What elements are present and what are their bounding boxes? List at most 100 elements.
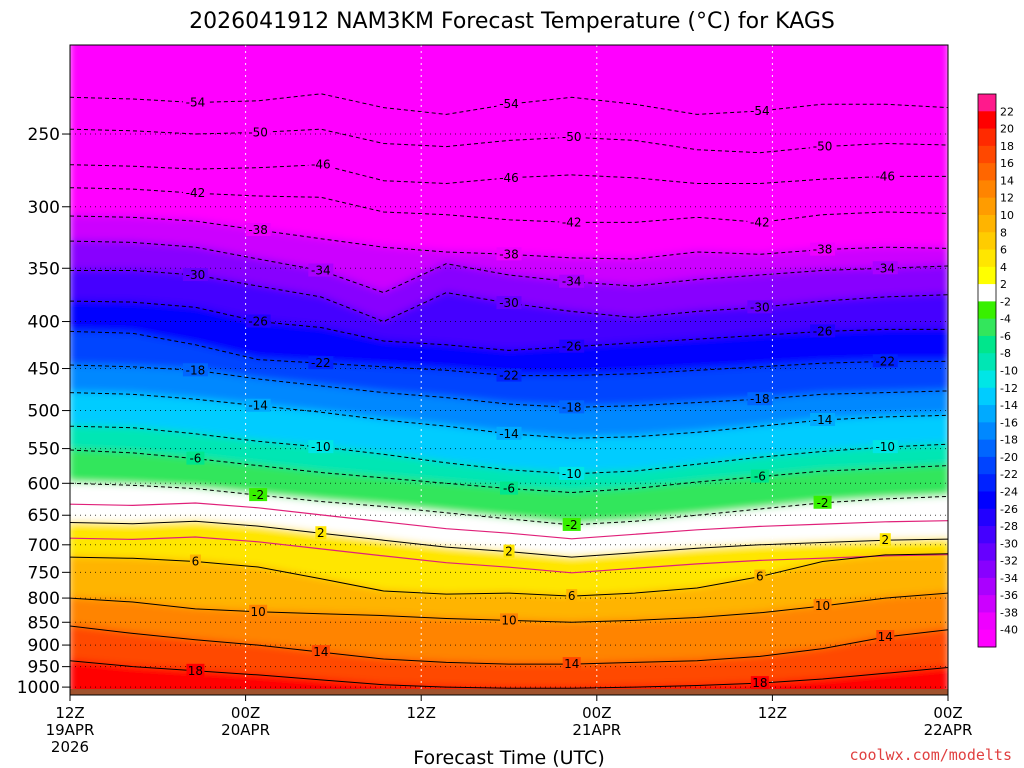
isotherm-label: -18 [562, 400, 582, 414]
isotherm-label-bg [308, 263, 334, 277]
colorbar-tick-label: 4 [1000, 261, 1007, 274]
isotherm-label-bg [182, 186, 208, 200]
isotherm-label-bg [559, 400, 585, 414]
pressure-tick-label: 550 [28, 440, 60, 460]
isotherm-line [70, 625, 948, 665]
isotherm-label: 6 [756, 570, 764, 584]
colorbar-swatch [978, 595, 996, 613]
colorbar-swatch [978, 439, 996, 458]
isotherm-label-bg [559, 215, 585, 229]
pressure-axis: 250 300 350 400 450 500 550 600 650 700 750 800 850 9… [17, 125, 70, 698]
time-tick-label: 21APR [572, 721, 621, 739]
isotherm-label: -38 [248, 223, 268, 237]
pressure-tick-label: 850 [28, 613, 60, 633]
colorbar-tick-label: 18 [1000, 140, 1014, 153]
isotherm-label-bg [747, 215, 773, 229]
pressure-tick-label: 500 [28, 402, 60, 422]
isotherm-label-bg [249, 604, 268, 618]
isotherm-label-bg [872, 354, 898, 368]
isotherm-label: -14 [248, 399, 268, 413]
isotherm-label: 14 [564, 657, 579, 671]
isotherm-label-bg [245, 125, 271, 139]
colorbar-tick-label: -10 [1000, 365, 1018, 378]
colorbar-swatch [978, 318, 996, 337]
colorbar-tick-label: -28 [1000, 520, 1018, 533]
isotherm-labels: -54 -54 -54 -50 -50 -50 -46 -46 -46 -42 -42 -42 -38 -… [182, 95, 898, 690]
colorbar-swatch [978, 163, 996, 181]
isotherm-label: -42 [750, 215, 770, 229]
isotherm-label-bg [559, 130, 585, 144]
isotherm-label: -46 [499, 171, 519, 185]
isotherm-label-bg [500, 613, 518, 627]
pressure-tick-label: 650 [28, 506, 60, 526]
isotherm-label-bg [496, 170, 522, 184]
isotherm-label: 14 [313, 645, 328, 659]
pressure-tick-label: 750 [28, 563, 60, 583]
isotherm-label: 10 [815, 599, 830, 613]
isotherm-line [70, 128, 948, 154]
isotherm-label: -30 [186, 268, 206, 282]
colorbar-tick-label: 8 [1000, 226, 1007, 239]
isotherm-label-bg [810, 139, 836, 153]
colorbar-swatch [978, 629, 996, 648]
colorbar-swatch [978, 474, 996, 492]
isotherm-label-bg [810, 324, 836, 338]
isotherm-label: -50 [248, 125, 268, 139]
isotherm-label-bg [810, 242, 836, 256]
isotherm-label: 2 [505, 545, 513, 559]
colorbar-swatch [978, 301, 996, 320]
isotherm-label: -14 [813, 413, 833, 427]
isotherm-label-bg [182, 268, 208, 282]
isotherm-label: 2 [317, 526, 325, 540]
colorbar-tick-label: 2 [1000, 278, 1007, 291]
isotherm-label-bg [562, 657, 581, 671]
time-tick-label: 12Z [407, 704, 436, 722]
isotherm-label: -26 [562, 340, 582, 354]
isotherm-label: -54 [750, 104, 770, 118]
isotherm-label: -42 [186, 186, 206, 200]
colorbar-legend: 22 20 18 16 14 12 10 8 6 4 2 -2 -4 -6 -8 -10 -12 -14 -16 -1… [977, 93, 1018, 648]
isotherm-label: -54 [499, 97, 519, 111]
isotherm-label-bg [813, 495, 832, 509]
colorbar-swatch [978, 145, 996, 164]
isotherm-label-bg [810, 413, 836, 427]
isotherm-label: 14 [878, 630, 893, 644]
colorbar-swatch [978, 543, 996, 562]
isotherm-label-bg [750, 676, 769, 690]
isotherm-label-bg [562, 517, 581, 531]
isotherm-label-bg [315, 526, 327, 540]
isotherm-label-bg [566, 589, 578, 603]
pressure-tick-label: 600 [28, 474, 60, 494]
isotherm-label: 2 [881, 533, 889, 547]
colorbar-swatch [978, 232, 996, 251]
isotherm-label-bg [876, 630, 895, 644]
isotherm-label-bg [245, 314, 271, 328]
isotherm-line [70, 187, 948, 223]
isotherm-label-bg [559, 274, 585, 288]
isotherm-label-bg [496, 426, 522, 440]
colorbar-swatch [978, 353, 996, 371]
isotherm-label: -18 [750, 392, 770, 406]
colorbar-tick-label: 22 [1000, 105, 1014, 118]
colorbar-tick-label: -22 [1000, 468, 1018, 481]
isotherm-label: -2 [566, 518, 578, 532]
isotherm-line [70, 660, 948, 689]
freezing-line [70, 536, 948, 574]
colorbar-tick-label: -6 [1000, 330, 1011, 343]
time-tick-label: 12Z [55, 704, 84, 722]
colorbar-swatch [978, 128, 996, 147]
colorbar-tick-label: 16 [1000, 157, 1014, 170]
isotherm-label: -46 [875, 169, 895, 183]
isotherm-label-bg [500, 481, 518, 495]
pressure-tick-label: 250 [28, 125, 60, 145]
colorbar-tick-label: 10 [1000, 209, 1014, 222]
time-tick-label: 00Z [933, 704, 962, 722]
isotherm-line [70, 300, 948, 351]
isotherm-label: -6 [754, 470, 766, 484]
isotherm-label: -50 [562, 130, 582, 144]
colorbar-tick-label: -34 [1000, 572, 1018, 585]
colorbar-tick-label: 20 [1000, 123, 1014, 136]
pressure-tick-label: 700 [28, 536, 60, 556]
